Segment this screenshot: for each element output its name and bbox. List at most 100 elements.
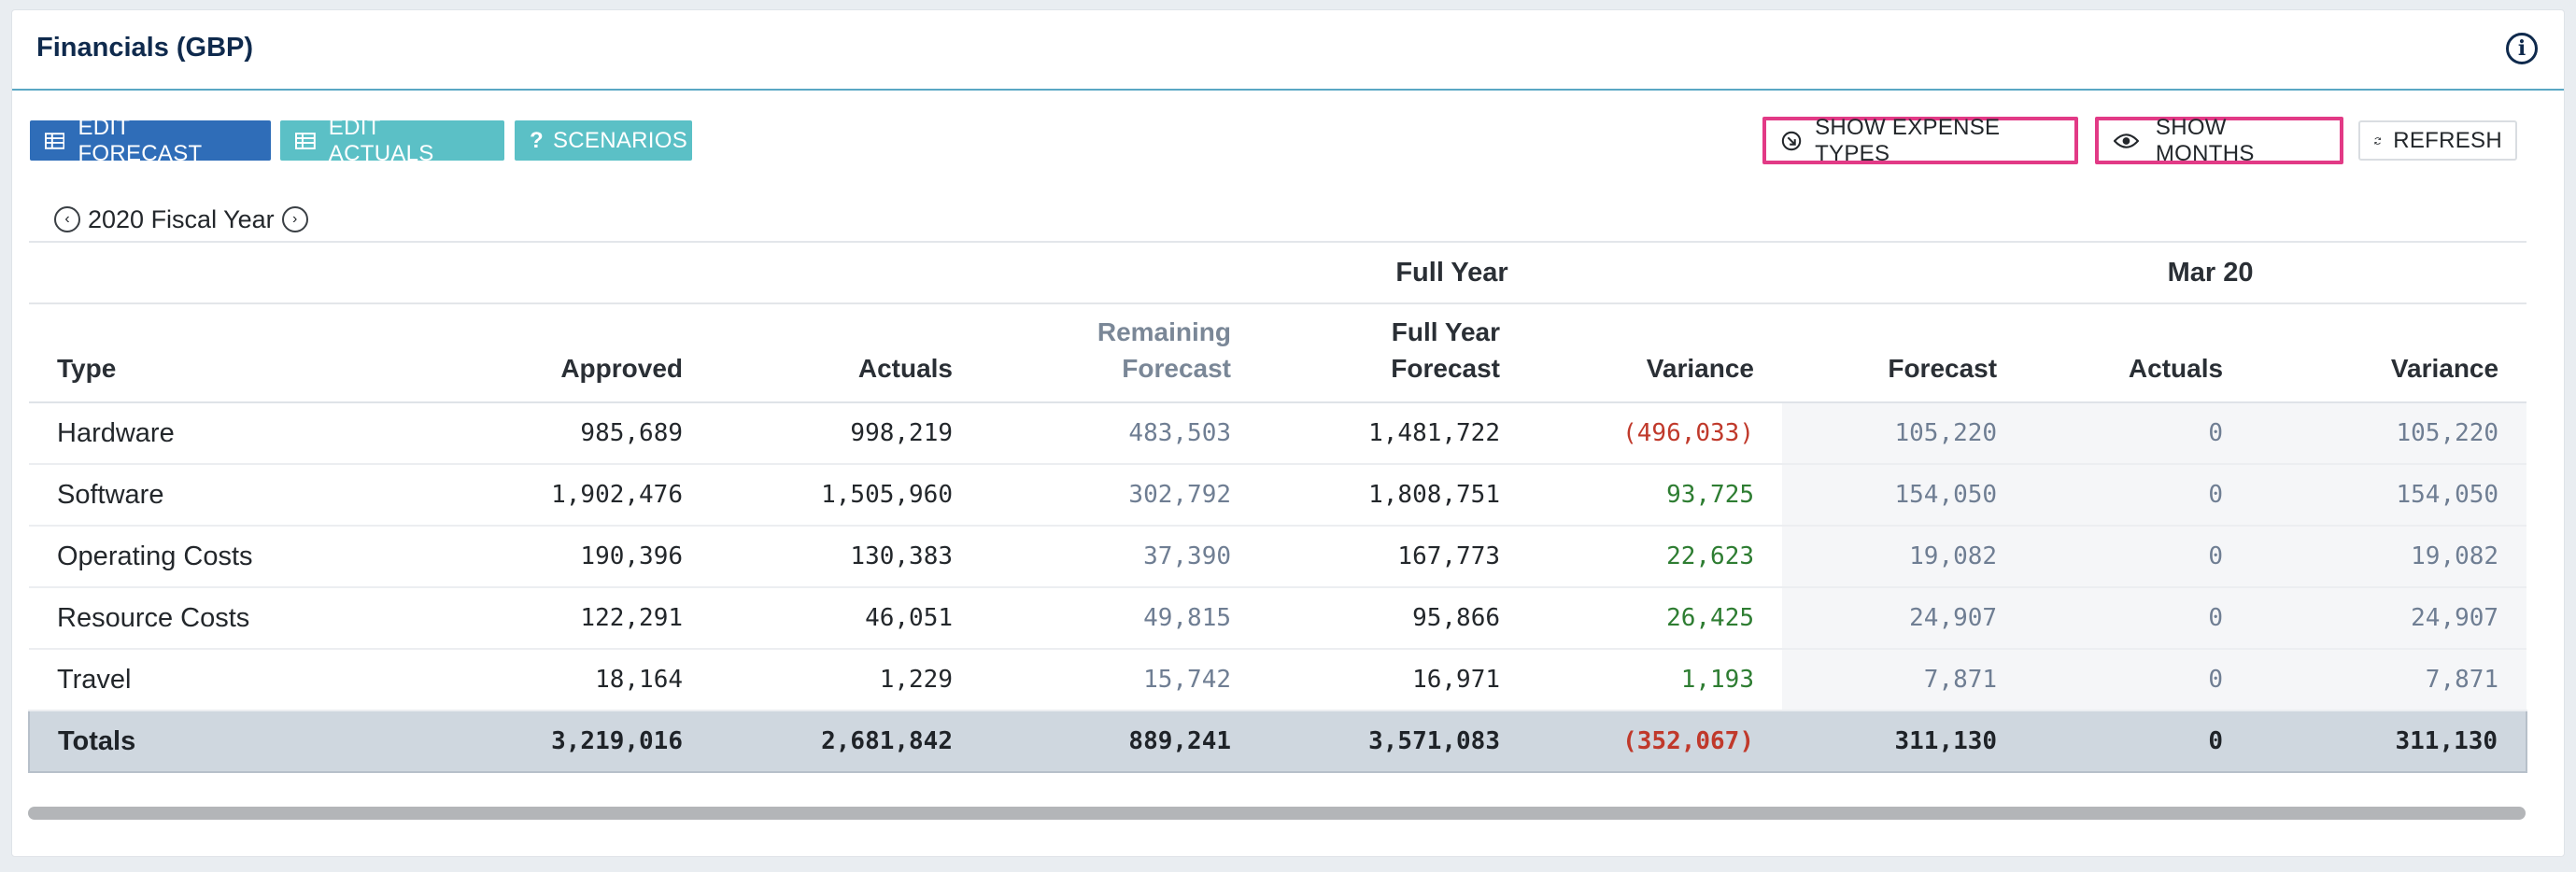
group-month: Mar 20 [2025,241,2527,304]
cell-full-year: 167,773 [1259,526,1528,588]
cell-month-forecast: 24,907 [1782,587,2026,650]
cell-month-variance: 105,220 [2251,402,2527,465]
cell-variance: 26,425 [1528,587,1782,650]
show-months-label: SHOW MONTHS [2155,114,2255,166]
cell-actuals: 1,505,960 [711,464,981,527]
fiscal-year-label: 2020 Fiscal Year [88,204,275,233]
cell-month-variance: 7,871 [2251,649,2527,711]
horizontal-scrollbar[interactable] [28,807,2526,820]
cell-month-variance: 24,907 [2251,587,2527,650]
cell-approved: 985,689 [403,402,711,465]
cell-remaining: 302,792 [981,464,1259,527]
cell-month-actuals: 0 [2025,526,2252,588]
cell-type: Software [29,464,403,527]
col-full-year-forecast: Full Year Forecast [1259,303,1528,403]
cell-month-actuals: 0 [2025,464,2252,527]
refresh-label: REFRESH [2393,127,2502,153]
cell-month-actuals: 0 [2025,402,2252,465]
table-row: Software 1,902,476 1,505,960 302,792 1,8… [29,464,2527,527]
cell-actuals: 130,383 [711,526,981,588]
edit-forecast-button[interactable]: EDIT FORECAST [30,115,271,166]
col-variance: Variance [1528,303,1782,403]
group-header-row: Full Year Mar 20 [29,241,2527,304]
col-actuals: Actuals [711,303,981,403]
show-expense-types-button[interactable]: SHOW EXPENSE TYPES [1762,114,2078,166]
circle-arrow-icon [1781,131,1802,150]
cell-type: Operating Costs [29,526,403,588]
refresh-button[interactable]: REFRESH [2358,120,2517,161]
totals-row: Totals 3,219,016 2,681,842 889,241 3,571… [28,710,2528,773]
cell-approved: 3,219,016 [403,710,711,773]
panel-header: Financials (GBP) i [12,10,2564,91]
cell-actuals: 2,681,842 [711,710,981,773]
cell-month-forecast: 154,050 [1782,464,2026,527]
edit-forecast-label: EDIT FORECAST [78,114,203,166]
table-row: Resource Costs 122,291 46,051 49,815 95,… [29,587,2527,650]
cell-type: Travel [29,649,403,711]
cell-type: Resource Costs [29,587,403,650]
cell-variance: 93,725 [1528,464,1782,527]
panel-title: Financials (GBP) [36,33,254,63]
scenarios-label: SCENARIOS [552,127,688,153]
scenarios-button[interactable]: ? SCENARIOS [515,120,692,161]
show-expense-types-label: SHOW EXPENSE TYPES [1815,114,2001,166]
cell-approved: 122,291 [403,587,711,650]
cell-full-year: 1,481,722 [1259,402,1528,465]
cell-full-year: 3,571,083 [1259,710,1528,773]
cell-full-year: 1,808,751 [1259,464,1528,527]
cell-month-actuals: 0 [2025,649,2252,711]
cell-approved: 1,902,476 [403,464,711,527]
cell-month-forecast: 7,871 [1782,649,2026,711]
table-row: Operating Costs 190,396 130,383 37,390 1… [29,526,2527,588]
cell-remaining: 37,390 [981,526,1259,588]
cell-type: Hardware [29,402,403,465]
table-row: Hardware 985,689 998,219 483,503 1,481,7… [29,402,2527,465]
question-icon: ? [530,127,544,153]
group-full-year: Full Year [711,241,2026,304]
cell-month-actuals: 0 [2025,587,2252,650]
cell-actuals: 46,051 [711,587,981,650]
cell-month-variance: 154,050 [2251,464,2527,527]
cell-month-actuals: 0 [2025,710,2252,773]
cell-remaining: 15,742 [981,649,1259,711]
col-type: Type [29,303,403,403]
cell-actuals: 1,229 [711,649,981,711]
edit-actuals-button[interactable]: EDIT ACTUALS [280,115,504,166]
cell-variance: 22,623 [1528,526,1782,588]
edit-actuals-label: EDIT ACTUALS [328,114,434,166]
cell-approved: 18,164 [403,649,711,711]
cell-full-year: 95,866 [1259,587,1528,650]
info-icon[interactable]: i [2506,33,2538,64]
cell-variance: (496,033) [1528,402,1782,465]
cell-remaining: 49,815 [981,587,1259,650]
cell-month-forecast: 105,220 [1782,402,2026,465]
cell-month-forecast: 311,130 [1782,710,2026,773]
chevron-right-icon[interactable]: › [281,206,308,232]
table-icon [295,132,316,149]
fiscal-year-nav: ‹ 2020 Fiscal Year › [54,202,308,237]
cell-approved: 190,396 [403,526,711,588]
table-row: Travel 18,164 1,229 15,742 16,971 1,193 … [29,649,2527,711]
cell-actuals: 998,219 [711,402,981,465]
refresh-icon [2374,136,2381,145]
cell-type: Totals [28,710,403,773]
cell-month-variance: 19,082 [2251,526,2527,588]
cell-variance: (352,067) [1528,710,1782,773]
table-icon [45,132,65,149]
cell-full-year: 16,971 [1259,649,1528,711]
col-remaining-forecast: Remaining Forecast [981,303,1259,403]
financials-table: Full Year Mar 20 Type Approved Actuals R… [28,241,2528,773]
col-month-actuals: Actuals [2025,303,2252,403]
cell-remaining: 889,241 [981,710,1259,773]
cell-remaining: 483,503 [981,402,1259,465]
cell-variance: 1,193 [1528,649,1782,711]
eye-icon [2114,133,2139,148]
col-month-forecast: Forecast [1782,303,2026,403]
show-months-button[interactable]: SHOW MONTHS [2095,114,2343,166]
chevron-left-icon[interactable]: ‹ [54,206,80,232]
cell-month-forecast: 19,082 [1782,526,2026,588]
col-approved: Approved [403,303,711,403]
column-header-row: Type Approved Actuals Remaining Forecast… [29,303,2527,403]
cell-month-variance: 311,130 [2251,710,2528,773]
col-month-variance: Variance [2251,303,2527,403]
